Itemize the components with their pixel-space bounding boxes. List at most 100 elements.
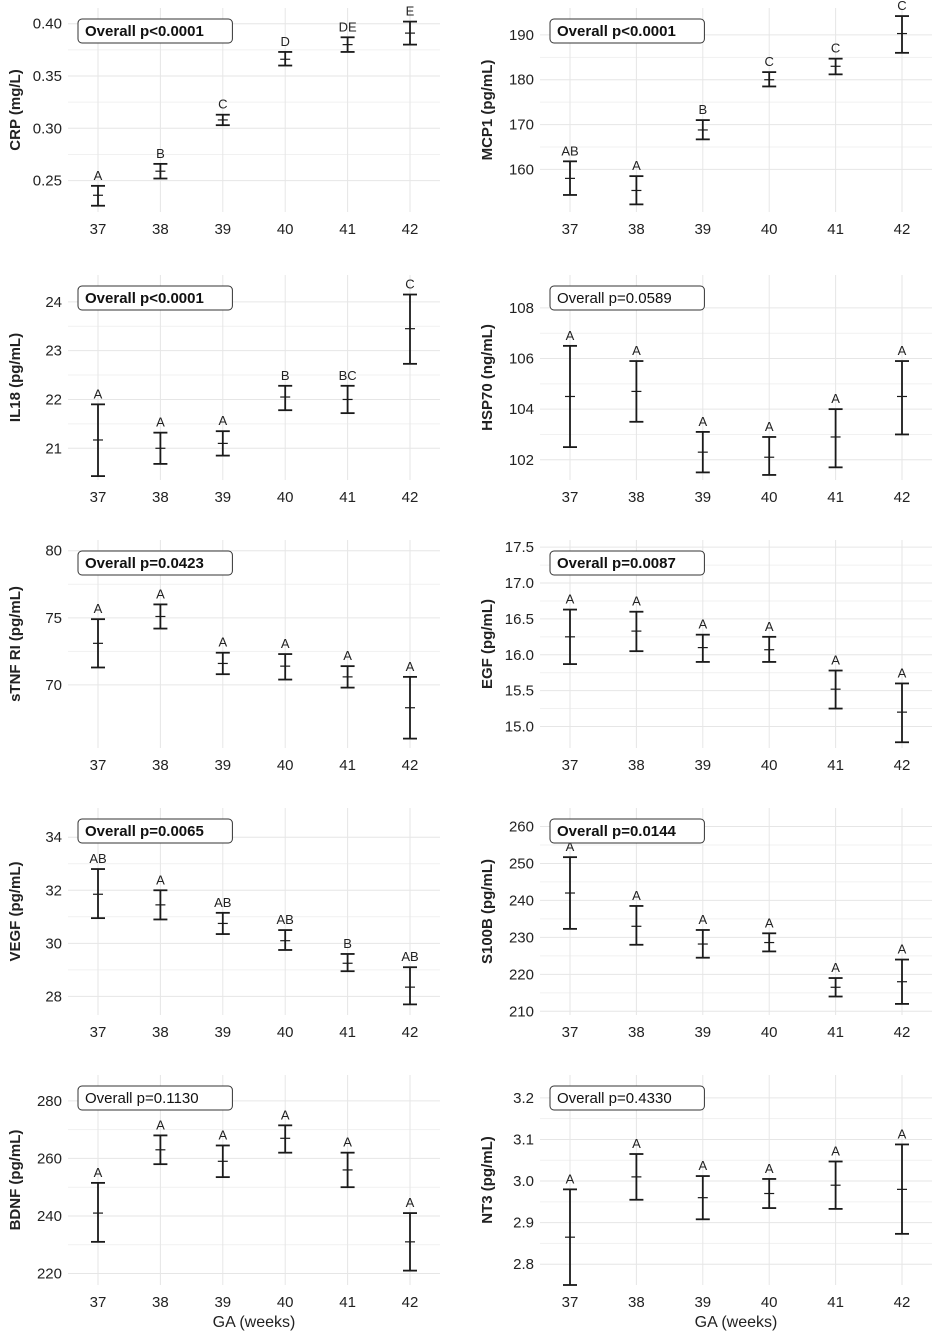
group-letter: A (831, 653, 840, 668)
y-tick-label: 220 (509, 966, 534, 983)
x-tick-label: 42 (894, 221, 911, 238)
y-tick-label: 16.0 (505, 647, 534, 664)
x-axis-label: GA (weeks) (695, 1314, 778, 1331)
error-bar-37: A (563, 328, 577, 448)
x-tick-label: 42 (894, 489, 911, 506)
x-tick-label: 42 (894, 1024, 911, 1041)
overall-p-box (549, 1085, 705, 1111)
error-bar-38: A (153, 872, 168, 921)
x-tick-label: 39 (214, 1294, 231, 1311)
error-bar-38: A (629, 158, 644, 206)
error-bar-39: A (695, 414, 710, 474)
overall-p-box (549, 285, 705, 311)
overall-p-value: Overall p=0.0423 (85, 555, 204, 572)
x-tick-label: 37 (562, 489, 579, 506)
error-bar-42: E (403, 4, 417, 46)
y-tick-label: 15.0 (505, 718, 534, 735)
y-axis-label: S100B (pg/mL) (479, 859, 496, 964)
y-tick-label: 0.35 (33, 68, 62, 85)
y-tick-label: 210 (509, 1003, 534, 1020)
group-letter: A (765, 1161, 774, 1176)
group-letter: A (566, 592, 575, 607)
error-bar-41: BC (339, 368, 357, 415)
group-letter: A (632, 888, 641, 903)
y-tick-label: 240 (509, 892, 534, 909)
group-letter: AB (214, 895, 231, 910)
x-tick-label: 42 (894, 757, 911, 774)
x-tick-label: 40 (277, 1024, 294, 1041)
x-tick-label: 38 (628, 1294, 645, 1311)
x-tick-label: 42 (402, 1294, 419, 1311)
error-bar-39: B (695, 102, 710, 141)
group-letter: A (632, 1136, 641, 1151)
x-tick-label: 37 (562, 221, 579, 238)
panel-9: 2.8 2.9 3.0 3.1 3.2 37 38 39 40 41 42 NT3 (pg/mL) GA… (479, 1075, 932, 1331)
error-bar-39: A (215, 1127, 230, 1179)
x-tick-label: 41 (827, 1024, 844, 1041)
error-bar-42: A (403, 659, 417, 740)
y-tick-label: 230 (509, 929, 534, 946)
error-bar-39: A (695, 1158, 710, 1221)
x-tick-label: 40 (761, 757, 778, 774)
overall-p-value: Overall p=0.1130 (85, 1090, 199, 1107)
error-bar-41: A (828, 653, 843, 710)
error-bar-42: A (895, 665, 909, 744)
x-tick-label: 37 (90, 757, 107, 774)
x-tick-label: 40 (761, 1294, 778, 1311)
error-bar-40: A (278, 636, 293, 681)
y-tick-label: 160 (509, 161, 534, 178)
error-bar-42: A (895, 1126, 909, 1235)
error-bar-38: A (153, 586, 168, 630)
error-bar-38: A (629, 1136, 644, 1201)
x-tick-label: 41 (827, 1294, 844, 1311)
x-tick-label: 41 (339, 1024, 356, 1041)
x-tick-label: 38 (152, 221, 169, 238)
x-tick-label: 38 (152, 1294, 169, 1311)
y-tick-label: 240 (37, 1208, 62, 1225)
overall-p-value: Overall p=0.0087 (557, 555, 676, 572)
group-letter: E (406, 4, 415, 19)
error-bar-40: D (278, 34, 293, 67)
group-letter: B (281, 368, 290, 383)
group-letter: A (898, 942, 907, 957)
y-tick-label: 104 (509, 401, 534, 418)
y-tick-label: 0.25 (33, 173, 62, 190)
y-axis-label: BDNF (pg/mL) (7, 1130, 24, 1231)
error-bar-42: C (895, 0, 909, 54)
group-letter: A (698, 414, 707, 429)
x-tick-label: 41 (339, 221, 356, 238)
y-axis-label: EGF (pg/mL) (479, 599, 496, 689)
x-tick-label: 38 (628, 221, 645, 238)
group-letter: C (218, 97, 227, 112)
group-letter: A (831, 960, 840, 975)
panel-5: 15.0 15.5 16.0 16.5 17.0 17.5 37 38 39 40 41 42 EGF … (479, 539, 932, 774)
x-tick-label: 39 (694, 1024, 711, 1041)
error-bar-42: A (895, 343, 909, 436)
overall-p-box (77, 818, 233, 844)
group-letter: A (94, 601, 103, 616)
y-tick-label: 3.2 (513, 1090, 534, 1107)
error-bar-38: B (153, 146, 168, 180)
x-tick-label: 37 (90, 1294, 107, 1311)
y-tick-label: 180 (509, 72, 534, 89)
y-tick-label: 3.1 (513, 1131, 534, 1148)
overall-p-box (549, 18, 705, 44)
x-tick-label: 39 (694, 1294, 711, 1311)
y-tick-label: 260 (37, 1150, 62, 1167)
group-letter: BC (339, 368, 357, 383)
y-tick-label: 28 (45, 988, 62, 1005)
y-tick-label: 0.40 (33, 16, 62, 33)
error-bar-41: A (828, 1143, 843, 1210)
overall-p-value: Overall p<0.0001 (557, 23, 676, 40)
y-tick-label: 24 (45, 294, 62, 311)
error-bar-37: AB (561, 143, 579, 196)
panel-6: 28 30 32 34 37 38 39 40 41 42 VEGF (pg/mL) AB A AB AB B… (7, 808, 440, 1041)
y-tick-label: 3.0 (513, 1173, 534, 1190)
error-bar-38: A (629, 343, 644, 423)
group-letter: A (698, 617, 707, 632)
error-bar-40: A (762, 915, 777, 953)
y-tick-label: 23 (45, 343, 62, 360)
overall-p-box (77, 18, 233, 44)
panel-2: 21 22 23 24 37 38 39 40 41 42 IL18 (pg/mL) A A A B BC C O… (7, 275, 440, 506)
